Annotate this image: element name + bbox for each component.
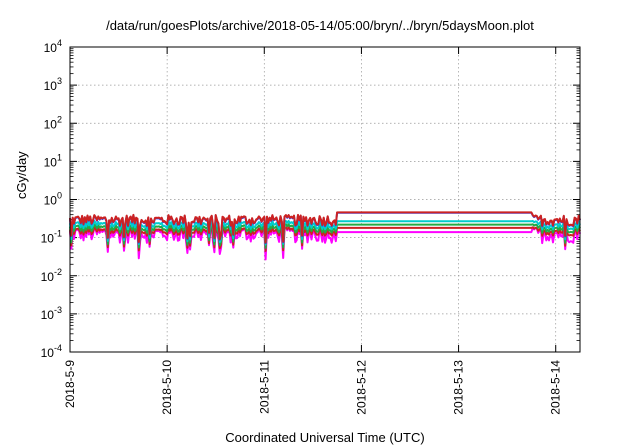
x-tick-label: 2018-5-11 — [257, 360, 271, 414]
y-tick-label: 10-4 — [41, 343, 62, 360]
y-tick-label: 104 — [44, 38, 62, 55]
series-line — [69, 211, 581, 244]
y-tick-label: 103 — [44, 76, 62, 93]
y-tick-label: 101 — [44, 152, 62, 169]
x-tick-label: 2018-5-9 — [63, 360, 77, 408]
x-tick-label: 2018-5-14 — [549, 360, 563, 415]
x-axis-label: Coordinated Universal Time (UTC) — [225, 430, 425, 445]
y-axis-label: cGy/day — [14, 151, 29, 199]
series-line — [69, 226, 581, 252]
x-tick-label: 2018-5-12 — [354, 360, 368, 415]
x-tick-label: 2018-5-13 — [452, 360, 466, 415]
plot-frame — [69, 46, 581, 353]
y-tick-label: 102 — [44, 114, 62, 131]
x-tick-label: 2018-5-10 — [160, 360, 174, 415]
y-tick-label: 10-2 — [41, 267, 62, 284]
y-tick-label: 10-1 — [41, 229, 62, 246]
series-line — [69, 223, 581, 249]
y-tick-label: 10-3 — [41, 305, 62, 322]
series-line — [69, 219, 581, 246]
chart-title: /data/run/goesPlots/archive/2018-05-14/0… — [106, 18, 534, 33]
y-tick-label: 100 — [44, 191, 62, 208]
